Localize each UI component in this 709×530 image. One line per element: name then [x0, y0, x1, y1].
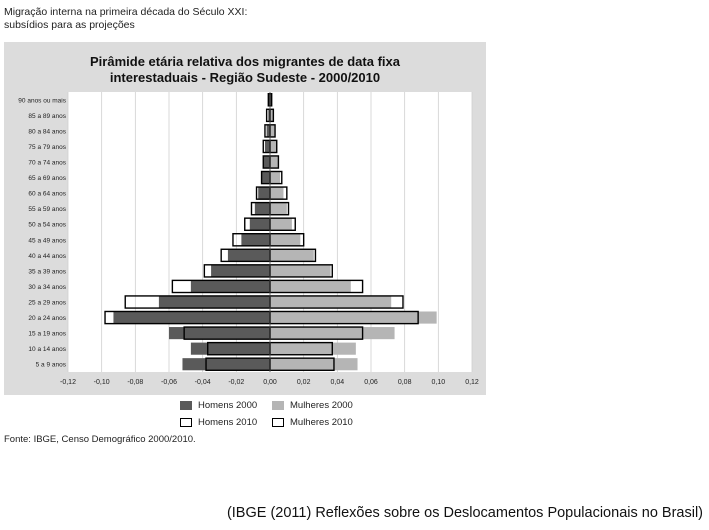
bar-mulheres-2000 — [270, 218, 292, 231]
bar-mulheres-2000 — [270, 124, 276, 137]
legend-item-homens-2000: Homens 2000 — [180, 400, 257, 411]
bar-homens-2000 — [261, 171, 270, 184]
bar-mulheres-2000 — [270, 109, 274, 122]
bar-homens-2000 — [190, 280, 270, 293]
swatch-homens-2000 — [180, 401, 192, 410]
bar-mulheres-2000 — [270, 171, 281, 184]
x-tick-label: 0,12 — [465, 379, 479, 386]
bar-mulheres-2000 — [270, 280, 351, 293]
category-label: 30 a 34 anos — [28, 284, 66, 291]
x-tick-label: -0,04 — [195, 379, 211, 386]
bar-homens-2000 — [266, 124, 270, 137]
population-pyramid-chart: Pirâmide etária relativa dos migrantes d… — [18, 54, 479, 386]
header-line-2: subsídios para as projeções — [4, 18, 135, 31]
chart-title-line-2: interestaduais - Região Sudeste - 2000/2… — [110, 70, 380, 85]
bar-homens-2000 — [169, 327, 270, 340]
citation-text: (IBGE (2011) Reflexões sobre os Deslocam… — [226, 505, 703, 521]
bar-mulheres-2000 — [270, 187, 284, 200]
bar-mulheres-2000 — [270, 233, 301, 246]
category-label: 70 a 74 anos — [28, 160, 66, 167]
category-label: 55 a 59 anos — [28, 206, 66, 213]
legend-label-mulheres-2000: Mulheres 2000 — [290, 400, 353, 411]
header-line-1: Migração interna na primeira década do S… — [4, 6, 248, 18]
category-label: 60 a 64 anos — [28, 191, 66, 198]
bar-mulheres-2000 — [270, 342, 356, 355]
report-header: Migração interna na primeira década do S… — [4, 6, 247, 31]
bar-mulheres-2000 — [270, 311, 437, 324]
bar-homens-2000 — [254, 202, 270, 215]
category-label: 85 a 89 anos — [28, 113, 66, 120]
x-tick-label: 0,08 — [398, 379, 412, 386]
chart-panel: Pirâmide etária relativa dos migrantes d… — [4, 42, 486, 395]
category-label: 20 a 24 anos — [28, 315, 66, 322]
bar-homens-2000 — [190, 342, 270, 355]
bar-homens-2000 — [113, 311, 270, 324]
bar-mulheres-2000 — [270, 202, 287, 215]
x-tick-label: -0,06 — [161, 379, 177, 386]
x-tick-label: 0,02 — [297, 379, 311, 386]
legend-label-homens-2000: Homens 2000 — [198, 400, 258, 411]
bar-homens-2000 — [268, 109, 270, 122]
chart-title-line-1: Pirâmide etária relativa dos migrantes d… — [90, 54, 401, 69]
x-tick-label: -0,08 — [127, 379, 143, 386]
swatch-mulheres-2000 — [272, 401, 284, 410]
bar-mulheres-2000 — [270, 93, 272, 106]
bar-homens-2000 — [227, 249, 270, 262]
legend-label-mulheres-2010: Mulheres 2010 — [290, 417, 353, 428]
bar-homens-2000 — [182, 358, 270, 371]
bar-mulheres-2000 — [270, 358, 358, 371]
category-label: 10 a 14 anos — [28, 346, 66, 353]
category-label: 45 a 49 anos — [28, 237, 66, 244]
category-label: 15 a 19 anos — [28, 331, 66, 338]
x-tick-label: 0,04 — [331, 379, 345, 386]
x-tick-label: -0,02 — [228, 379, 244, 386]
x-tick-label: 0,10 — [432, 379, 446, 386]
bar-homens-2000 — [258, 187, 270, 200]
category-label: 65 a 69 anos — [28, 175, 66, 182]
category-label: 75 a 79 anos — [28, 144, 66, 151]
legend-item-mulheres-2010: Mulheres 2010 — [272, 417, 353, 428]
x-tick-label: 0,00 — [263, 379, 277, 386]
category-label: 5 a 9 anos — [36, 362, 67, 369]
legend-item-mulheres-2000: Mulheres 2000 — [272, 400, 353, 411]
bar-mulheres-2000 — [270, 249, 314, 262]
swatch-mulheres-2010 — [272, 418, 284, 427]
category-label: 50 a 54 anos — [28, 222, 66, 229]
bar-homens-2000 — [264, 140, 270, 153]
swatch-homens-2010 — [180, 418, 192, 427]
bar-homens-2000 — [249, 218, 270, 231]
bar-mulheres-2000 — [270, 155, 279, 169]
bar-mulheres-2000 — [270, 327, 395, 340]
category-label: 40 a 44 anos — [28, 253, 66, 260]
category-label: 25 a 29 anos — [28, 300, 66, 307]
category-label: 35 a 39 anos — [28, 268, 66, 275]
bar-mulheres-2000 — [270, 295, 392, 309]
chart-source: Fonte: IBGE, Censo Demográfico 2000/2010… — [4, 434, 196, 445]
x-tick-label: -0,12 — [60, 379, 76, 386]
bar-homens-2000 — [158, 295, 270, 309]
category-label: 80 a 84 anos — [28, 128, 66, 135]
bar-homens-2000 — [211, 264, 270, 277]
x-tick-label: -0,10 — [94, 379, 110, 386]
x-tick-label: 0,06 — [364, 379, 378, 386]
bar-homens-2000 — [263, 155, 270, 169]
legend-label-homens-2010: Homens 2010 — [198, 417, 258, 428]
legend-item-homens-2010: Homens 2010 — [180, 417, 257, 428]
bar-mulheres-2000 — [270, 140, 277, 153]
bar-mulheres-2000 — [270, 264, 331, 277]
bar-homens-2000 — [241, 233, 270, 246]
category-label: 90 anos ou mais — [18, 97, 66, 104]
